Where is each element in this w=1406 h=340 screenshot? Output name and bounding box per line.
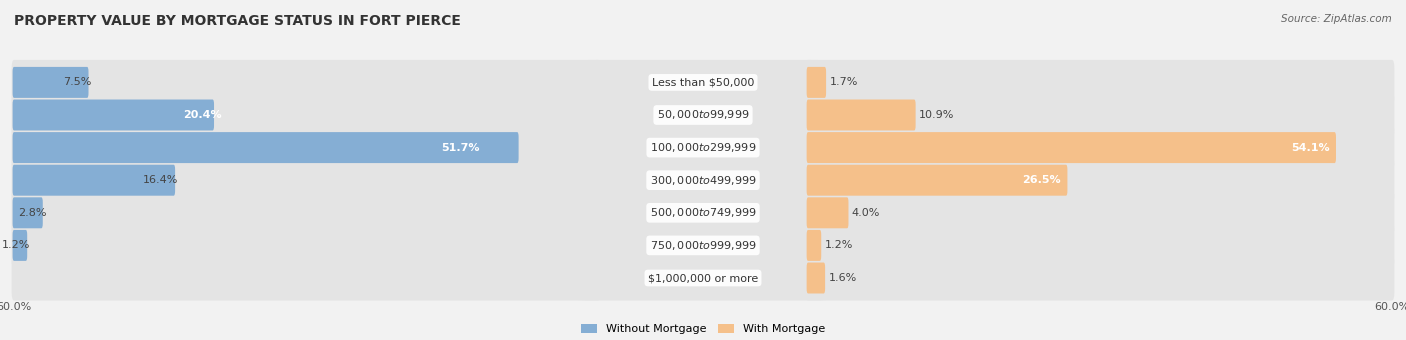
FancyBboxPatch shape [806,158,1395,203]
Text: $50,000 to $99,999: $50,000 to $99,999 [657,108,749,121]
FancyBboxPatch shape [807,230,821,261]
FancyBboxPatch shape [806,125,1395,170]
FancyBboxPatch shape [807,132,1336,163]
FancyBboxPatch shape [13,197,42,228]
FancyBboxPatch shape [546,256,860,301]
FancyBboxPatch shape [806,256,1395,301]
FancyBboxPatch shape [807,165,1067,196]
FancyBboxPatch shape [546,190,860,235]
FancyBboxPatch shape [546,60,860,105]
FancyBboxPatch shape [806,60,1395,105]
Text: 51.7%: 51.7% [441,142,481,153]
Text: Source: ZipAtlas.com: Source: ZipAtlas.com [1281,14,1392,23]
FancyBboxPatch shape [546,125,860,170]
FancyBboxPatch shape [11,92,600,137]
Text: $100,000 to $299,999: $100,000 to $299,999 [650,141,756,154]
FancyBboxPatch shape [13,100,214,131]
FancyBboxPatch shape [11,223,600,268]
FancyBboxPatch shape [11,60,600,105]
FancyBboxPatch shape [13,230,27,261]
Text: 54.1%: 54.1% [1291,142,1330,153]
Text: $500,000 to $749,999: $500,000 to $749,999 [650,206,756,219]
FancyBboxPatch shape [806,190,1395,235]
FancyBboxPatch shape [13,165,176,196]
Text: 20.4%: 20.4% [183,110,221,120]
FancyBboxPatch shape [546,223,860,268]
FancyBboxPatch shape [806,223,1395,268]
Text: 10.9%: 10.9% [920,110,955,120]
FancyBboxPatch shape [546,92,860,137]
Text: $750,000 to $999,999: $750,000 to $999,999 [650,239,756,252]
FancyBboxPatch shape [806,92,1395,137]
FancyBboxPatch shape [11,125,600,170]
Text: 16.4%: 16.4% [143,175,179,185]
FancyBboxPatch shape [13,132,519,163]
FancyBboxPatch shape [546,158,860,203]
Text: $1,000,000 or more: $1,000,000 or more [648,273,758,283]
FancyBboxPatch shape [11,256,600,301]
FancyBboxPatch shape [807,67,827,98]
Text: 26.5%: 26.5% [1022,175,1062,185]
Text: 1.2%: 1.2% [3,240,31,250]
Text: 2.8%: 2.8% [18,208,46,218]
FancyBboxPatch shape [807,262,825,293]
Text: PROPERTY VALUE BY MORTGAGE STATUS IN FORT PIERCE: PROPERTY VALUE BY MORTGAGE STATUS IN FOR… [14,14,461,28]
FancyBboxPatch shape [11,190,600,235]
Text: 1.2%: 1.2% [825,240,853,250]
Text: $300,000 to $499,999: $300,000 to $499,999 [650,174,756,187]
Text: 7.5%: 7.5% [63,78,91,87]
Text: 4.0%: 4.0% [852,208,880,218]
FancyBboxPatch shape [807,100,915,131]
FancyBboxPatch shape [13,67,89,98]
Legend: Without Mortgage, With Mortgage: Without Mortgage, With Mortgage [581,324,825,335]
FancyBboxPatch shape [807,197,848,228]
Text: 1.6%: 1.6% [828,273,856,283]
Text: 1.7%: 1.7% [830,78,858,87]
FancyBboxPatch shape [11,158,600,203]
Text: Less than $50,000: Less than $50,000 [652,78,754,87]
